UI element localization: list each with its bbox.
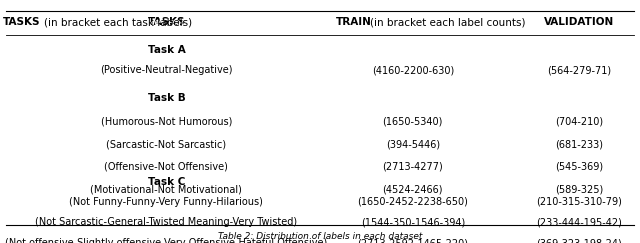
Text: TASKS: TASKS <box>3 17 41 27</box>
Text: (Humorous-Not Humorous): (Humorous-Not Humorous) <box>100 116 232 127</box>
Text: Task B: Task B <box>148 93 185 103</box>
Text: (210-315-310-79): (210-315-310-79) <box>536 197 622 207</box>
Text: (2713-4277): (2713-4277) <box>383 162 443 172</box>
Text: (394-5446): (394-5446) <box>386 139 440 149</box>
Text: (564-279-71): (564-279-71) <box>547 65 611 76</box>
Text: (Not Funny-Funny-Very Funny-Hilarious): (Not Funny-Funny-Very Funny-Hilarious) <box>70 197 263 207</box>
Text: (Not Sarcastic-General-Twisted Meaning-Very Twisted): (Not Sarcastic-General-Twisted Meaning-V… <box>35 217 298 227</box>
Text: (369-323-198-24): (369-323-198-24) <box>536 238 622 243</box>
Text: (4160-2200-630): (4160-2200-630) <box>372 65 454 76</box>
Text: (681-233): (681-233) <box>556 139 604 149</box>
Text: (in bracket each task labels): (in bracket each task labels) <box>44 17 191 27</box>
Text: Table 2: Distribution of labels in each dataset: Table 2: Distribution of labels in each … <box>218 232 422 242</box>
Text: Task A: Task A <box>148 44 185 55</box>
Text: VALIDATION: VALIDATION <box>544 17 614 27</box>
Text: (1650-2452-2238-650): (1650-2452-2238-650) <box>357 197 468 207</box>
Text: Task C: Task C <box>148 177 185 187</box>
Text: (4524-2466): (4524-2466) <box>383 184 443 194</box>
Text: (233-444-195-42): (233-444-195-42) <box>536 217 622 227</box>
Text: TASKS: TASKS <box>148 17 185 27</box>
Text: (in bracket each label counts): (in bracket each label counts) <box>370 17 525 27</box>
Text: TASKS(in bracket each task labels): TASKS(in bracket each task labels) <box>76 17 257 27</box>
Text: (545-369): (545-369) <box>555 162 604 172</box>
Text: TRAIN: TRAIN <box>336 17 372 27</box>
Text: (Positive-Neutral-Negative): (Positive-Neutral-Negative) <box>100 65 233 76</box>
Text: (2713-2592-1465-220): (2713-2592-1465-220) <box>357 238 468 243</box>
Text: (Not offensive-Slightly offensive-Very Offensive-Hateful Offensive): (Not offensive-Slightly offensive-Very O… <box>5 238 328 243</box>
Text: (1650-5340): (1650-5340) <box>383 116 443 127</box>
Text: (704-210): (704-210) <box>555 116 604 127</box>
Text: (Motivational-Not Motivational): (Motivational-Not Motivational) <box>90 184 243 194</box>
Text: (Offensive-Not Offensive): (Offensive-Not Offensive) <box>104 162 228 172</box>
Text: (589-325): (589-325) <box>555 184 604 194</box>
Text: (Sarcastic-Not Sarcastic): (Sarcastic-Not Sarcastic) <box>106 139 227 149</box>
Text: (1544-350-1546-394): (1544-350-1546-394) <box>361 217 465 227</box>
